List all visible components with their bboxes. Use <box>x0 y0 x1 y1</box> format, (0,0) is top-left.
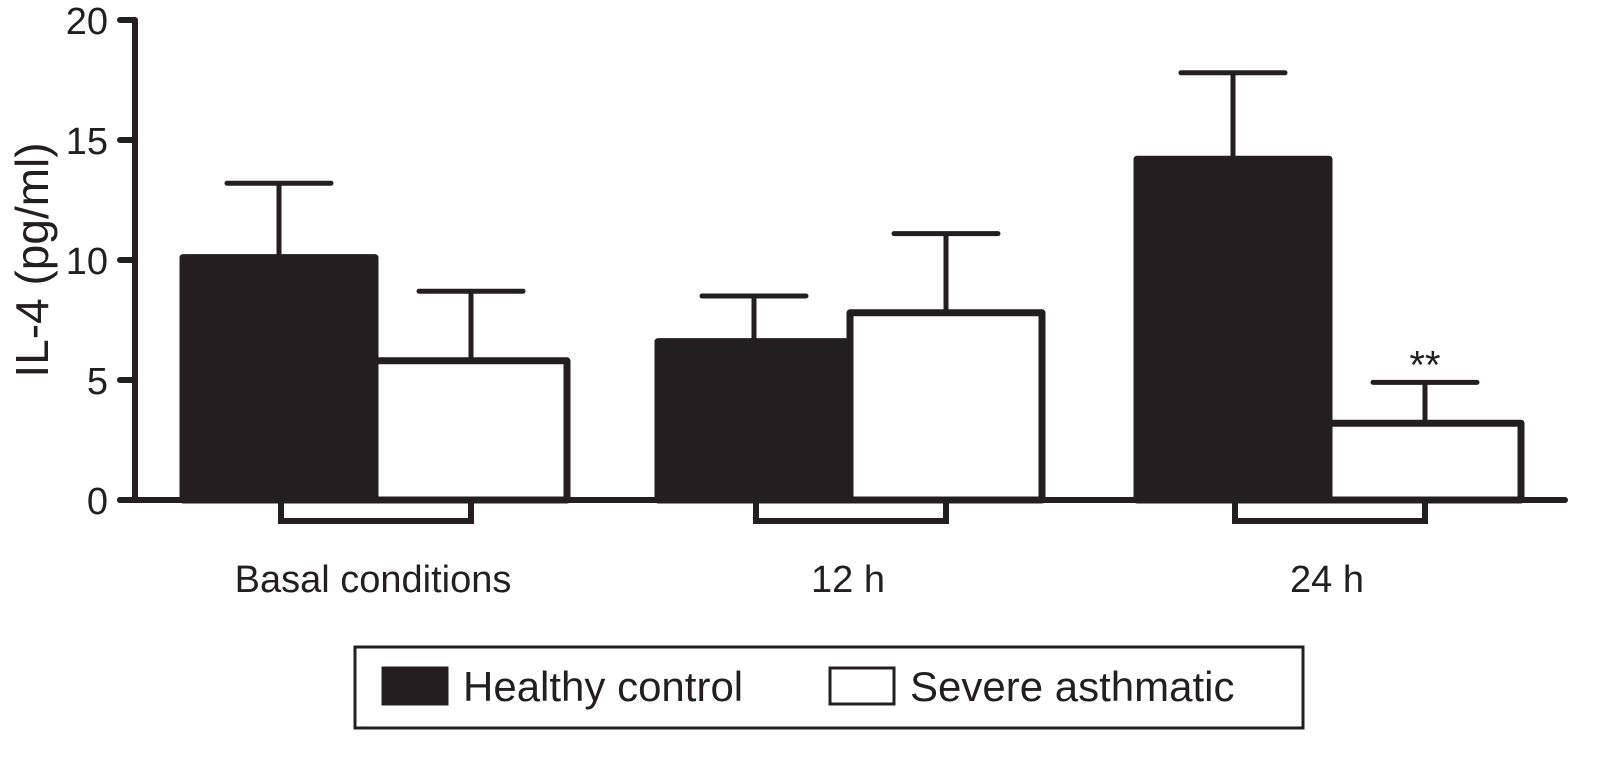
group-bracket <box>278 500 474 524</box>
significance-marker: ** <box>1409 343 1440 387</box>
y-axis-label: IL-4 (pg/ml) <box>6 142 58 377</box>
y-tick-label: 0 <box>87 481 108 523</box>
bar-healthy-control <box>654 338 854 504</box>
legend-label: Healthy control <box>463 663 743 710</box>
bar-severe-asthmatic <box>1325 419 1525 504</box>
y-tick-label: 15 <box>66 121 108 163</box>
legend-swatch <box>828 666 896 706</box>
x-tick-label: 24 h <box>1290 559 1364 601</box>
y-tick-label: 10 <box>66 241 108 283</box>
group-bracket <box>1232 500 1428 524</box>
bar-healthy-control <box>179 254 379 504</box>
y-tick-label: 5 <box>87 361 108 403</box>
x-tick-label: Basal conditions <box>235 559 512 601</box>
x-tick-label: 12 h <box>811 559 885 601</box>
y-tick-label: 20 <box>66 1 108 43</box>
group-bracket <box>753 500 949 524</box>
bar-severe-asthmatic <box>846 309 1046 504</box>
legend-swatch <box>381 666 449 706</box>
bar-healthy-control <box>1133 155 1333 504</box>
legend-label: Severe asthmatic <box>910 663 1234 710</box>
bar-severe-asthmatic <box>371 357 571 504</box>
